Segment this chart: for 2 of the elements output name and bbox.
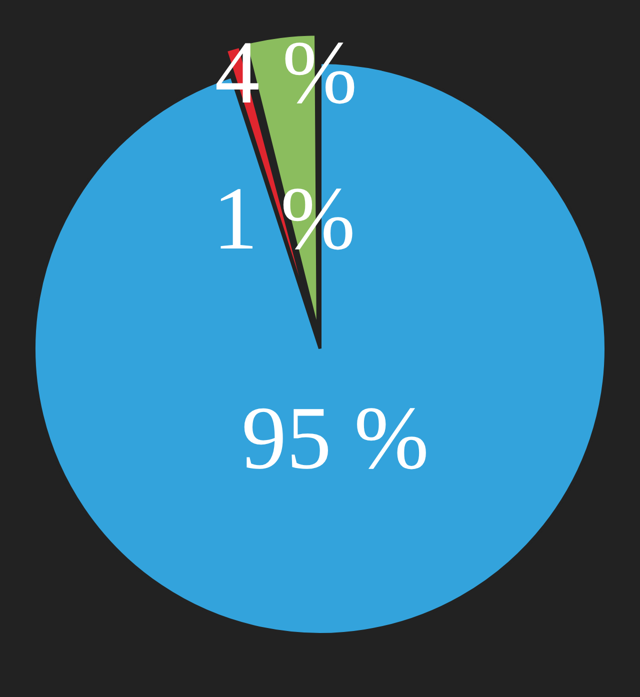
data-label: 95 % bbox=[241, 389, 429, 488]
data-label: 1 % bbox=[212, 170, 356, 269]
